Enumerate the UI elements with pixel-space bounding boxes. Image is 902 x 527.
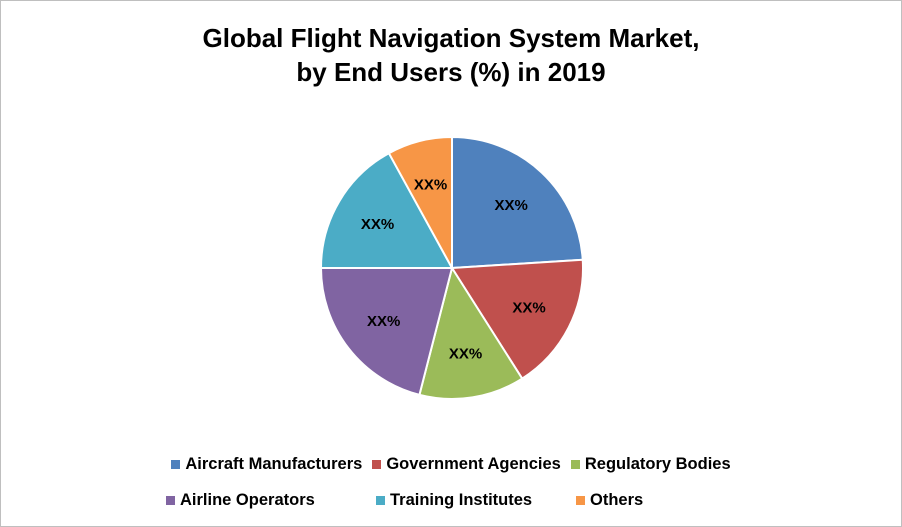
legend-row-1: Aircraft Manufacturers Government Agenci… (1, 453, 901, 475)
legend-label: Regulatory Bodies (584, 454, 731, 473)
legend-row-2: Airline Operators Training Institutes Ot… (1, 489, 901, 511)
pie-slice-airline-operators (319, 267, 454, 397)
legend-swatch (372, 459, 382, 469)
pie-slice-aircraft-manufacturers (451, 135, 584, 270)
pie-slice-regulatory-bodies (418, 265, 524, 400)
slice-data-label: XX% (495, 197, 528, 214)
chart-title-line-1: Global Flight Navigation System Market, (202, 23, 700, 53)
legend-item-others: Others (576, 489, 736, 511)
slice-data-label: XX% (361, 216, 394, 233)
legend-swatch (576, 495, 585, 505)
chart-title-line-2: by End Users (%) in 2019 (296, 57, 606, 87)
slice-data-label: XX% (414, 176, 447, 193)
legend-label: Airline Operators (180, 490, 315, 509)
legend-label: Training Institutes (390, 490, 533, 509)
legend-label: Government Agencies (386, 454, 561, 473)
slice-data-label: XX% (512, 299, 545, 316)
legend-item-training-institutes: Training Institutes (376, 489, 566, 511)
legend-label: Aircraft Manufacturers (185, 454, 363, 473)
legend-swatch (570, 459, 580, 469)
pie-slice-others (387, 135, 453, 269)
legend-item-airline-operators: Airline Operators (166, 489, 366, 511)
legend-item-government-agencies: Government Agencies (372, 453, 561, 475)
pie-slice-training-institutes (319, 151, 454, 269)
slice-data-label: XX% (449, 345, 482, 362)
legend-swatch (171, 459, 181, 469)
legend-swatch (166, 495, 175, 505)
legend-item-aircraft-manufacturers: Aircraft Manufacturers (171, 453, 362, 475)
legend-item-regulatory-bodies: Regulatory Bodies (570, 453, 731, 475)
legend-label: Others (590, 490, 644, 509)
legend-swatch (376, 495, 385, 505)
slice-data-label: XX% (367, 313, 400, 330)
pie-slice-government-agencies (450, 258, 584, 380)
chart-title: Global Flight Navigation System Market, … (1, 21, 901, 89)
